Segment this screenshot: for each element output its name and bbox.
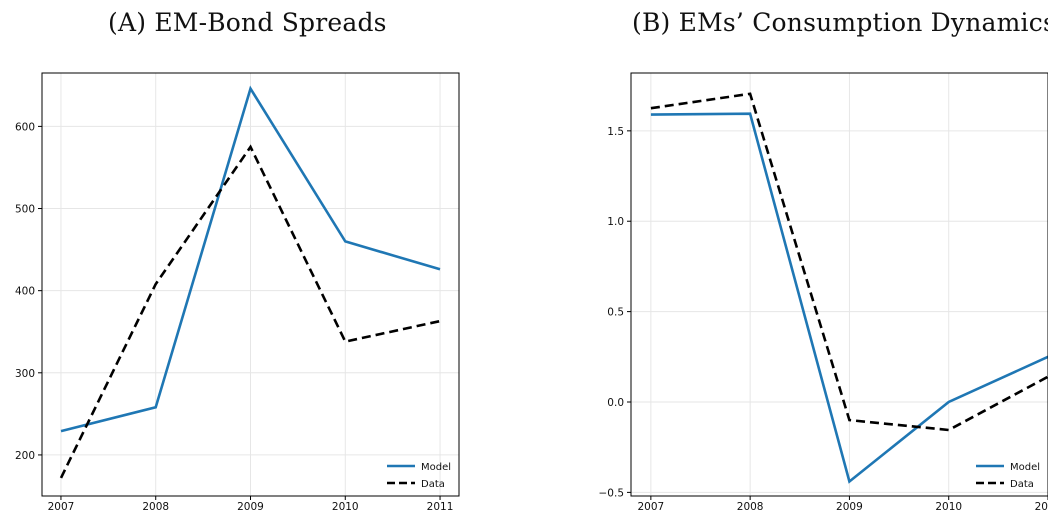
panel-b-title: (B) EMs’ Consumption Dynamics [632,8,1048,37]
panel-a-xtick-label-2011: 2011 [427,501,454,513]
panel-b-frame [630,72,1048,497]
panel-a-tag: (A) [108,8,147,37]
panel-b-series-data-line [650,92,1048,432]
panel-a-series-model-line [60,85,441,433]
panel-b-legend-model-label: Model [1010,462,1040,473]
panel-b-ytick-label-2: 0.5 [607,307,624,319]
panel-b-ytick-label-0: −0.5 [599,487,625,499]
panel-b-title-text: EMs’ Consumption Dynamics [678,8,1048,37]
panel-b-ytick-label-4: 1.5 [607,126,624,138]
panel-a-plot: 2007 2008 2009 2010 2011 200 300 400 500 600 Model… [15,72,460,513]
panel-a-ytick-label-2: 400 [15,286,35,298]
panel-b-legend: Model Data [976,462,1040,490]
panel-b-legend-data-label: Data [1010,479,1034,490]
panel-a-xtick-label-2010: 2010 [332,501,359,513]
panel-b-xtick-label-2008: 2008 [737,501,764,513]
panel-a-ytick-label-3: 500 [15,204,35,216]
panel-b-xtick-label-2011: 2011 [1035,501,1048,513]
panel-a-title: (A) EM-Bond Spreads [108,8,387,37]
panel-a-legend-model-label: Model [421,462,451,473]
panel-a-series-data-line [59,144,441,479]
panel-a-xtick-label-2007: 2007 [48,501,75,513]
panel-a-legend: Model Data [387,462,451,490]
panel-a-title-text: EM-Bond Spreads [154,8,387,37]
panel-b-tag: (B) [632,8,671,37]
panel-a-xtick-label-2008: 2008 [142,501,169,513]
panel-b-ytick-label-3: 1.0 [607,216,624,228]
panel-a-ytick-label-0: 200 [15,450,35,462]
panel-b-xtick-label-2010: 2010 [935,501,962,513]
panel-b-ytick-label-1: 0.0 [607,397,624,409]
panel-b-plot: 2007 2008 2009 2010 2011 −0.5 0.0 0.5 1.0 1.5 Mode… [599,72,1048,513]
panel-b-xtick-label-2007: 2007 [637,501,664,513]
panel-a-ytick-label-1: 300 [15,368,35,380]
panel-a-ytick-label-4: 600 [15,121,35,133]
panel-b-series-model-line [650,112,1048,484]
panel-a-legend-data-label: Data [421,479,445,490]
panel-b-xtick-label-2009: 2009 [836,501,863,513]
panel-a-xtick-label-2009: 2009 [237,501,264,513]
